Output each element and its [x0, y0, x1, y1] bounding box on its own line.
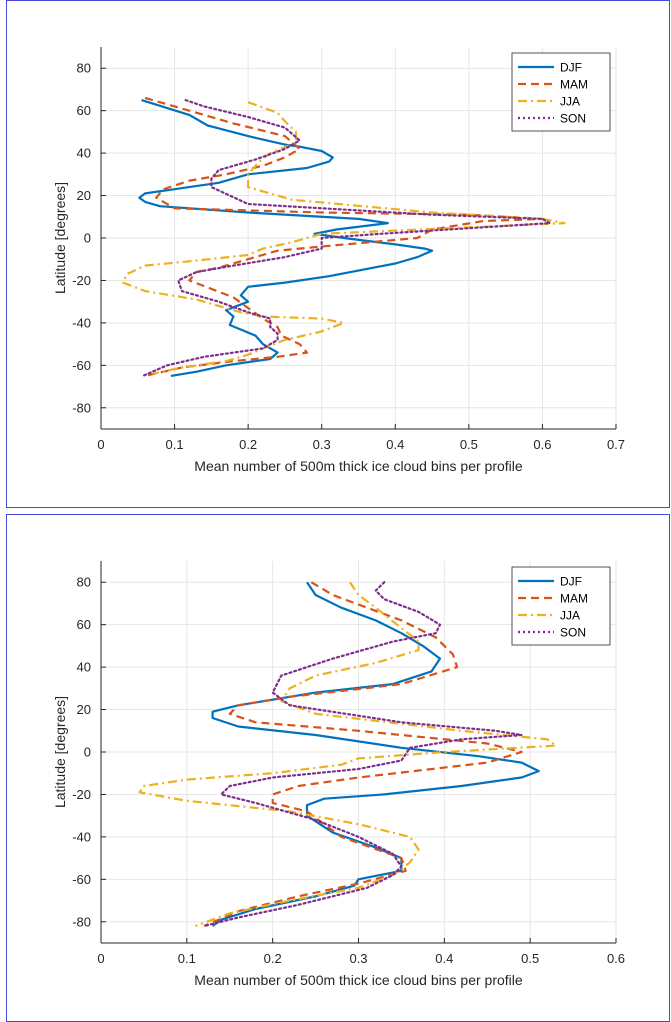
- top-series-djf: [138, 99, 434, 377]
- bottom-series-son: [202, 581, 523, 928]
- top-legend-label-djf: DJF: [560, 61, 582, 75]
- bottom-series-jja: [138, 581, 557, 928]
- top-y-tick-label: -20: [72, 273, 91, 288]
- bottom-y-tick-label: -60: [72, 872, 91, 887]
- bottom-x-tick-label: 0.5: [521, 951, 539, 966]
- bottom-legend-label-mam: MAM: [560, 592, 588, 606]
- top-x-tick-label: 0.4: [386, 437, 404, 452]
- top-legend-label-son: SON: [560, 112, 586, 126]
- bottom-x-tick-label: 0.1: [178, 951, 196, 966]
- bottom-legend-label-jja: JJA: [560, 609, 580, 623]
- top-legend: DJF MAM JJA SON: [511, 52, 611, 132]
- top-y-tick-label: 20: [77, 188, 91, 203]
- top-x-axis-label: Mean number of 500m thick ice cloud bins…: [194, 458, 523, 474]
- bottom-x-axis-label: Mean number of 500m thick ice cloud bins…: [194, 972, 523, 988]
- top-y-tick-label: 40: [77, 146, 91, 161]
- bottom-y-tick-label: 0: [84, 745, 91, 760]
- bottom-x-tick-label: 0.3: [349, 951, 367, 966]
- top-legend-label-mam: MAM: [560, 78, 588, 92]
- bottom-legend-label-djf: DJF: [560, 575, 582, 589]
- bottom-y-tick-label: -20: [72, 787, 91, 802]
- bottom-x-tick-label: 0.6: [607, 951, 625, 966]
- top-y-tick-label: 80: [77, 61, 91, 76]
- bottom-y-tick-label: 20: [77, 702, 91, 717]
- bottom-series-djf: [211, 581, 540, 927]
- top-y-tick-label: 0: [84, 231, 91, 246]
- top-chart: 0 0.1 0.2 0.3 0.4 0.5 0.6 0.7 -80 -60 -40 -20 0 20 40 6…: [52, 47, 625, 474]
- bottom-y-tick-label: 80: [77, 575, 91, 590]
- bottom-y-tick-label: 60: [77, 617, 91, 632]
- top-y-tick-label: 60: [77, 103, 91, 118]
- top-x-tick-label: 0.6: [533, 437, 551, 452]
- bottom-y-tick-label: -40: [72, 829, 91, 844]
- top-x-tick-label: 0.7: [607, 437, 625, 452]
- top-legend-label-jja: JJA: [560, 95, 580, 109]
- bottom-y-tick-label: 40: [77, 660, 91, 675]
- top-y-tick-label: -60: [72, 358, 91, 373]
- top-x-tick-label: 0.5: [460, 437, 478, 452]
- bottom-x-tick-label: 0: [97, 951, 104, 966]
- top-x-tick-label: 0.3: [313, 437, 331, 452]
- top-x-tick-label: 0.2: [239, 437, 257, 452]
- top-series-jja: [122, 101, 566, 375]
- top-series-mam: [144, 96, 544, 377]
- bottom-y-axis-label: Latitude [degrees]: [52, 696, 68, 808]
- bottom-x-tick-label: 0.4: [435, 951, 453, 966]
- bottom-chart: 0 0.1 0.2 0.3 0.4 0.5 0.6 -80 -60 -40 -20 0 20 40 60 80…: [52, 561, 625, 988]
- bottom-chart-panel: 0 0.1 0.2 0.3 0.4 0.5 0.6 -80 -60 -40 -20 0 20 40 60 80…: [6, 514, 670, 1022]
- bottom-x-tick-label: 0.2: [264, 951, 282, 966]
- top-y-tick-label: -40: [72, 315, 91, 330]
- bottom-series-mam: [203, 581, 523, 928]
- bottom-legend: DJF MAM JJA SON: [511, 566, 611, 646]
- top-y-tick-label: -80: [72, 400, 91, 415]
- bottom-legend-label-son: SON: [560, 626, 586, 640]
- top-x-tick-label: 0.1: [166, 437, 184, 452]
- top-y-axis-label: Latitude [degrees]: [52, 182, 68, 294]
- top-chart-panel: 0 0.1 0.2 0.3 0.4 0.5 0.6 0.7 -80 -60 -40 -20 0 20 40 6…: [6, 0, 670, 508]
- top-x-tick-label: 0: [97, 437, 104, 452]
- top-series-son: [141, 99, 551, 377]
- bottom-y-tick-label: -80: [72, 914, 91, 929]
